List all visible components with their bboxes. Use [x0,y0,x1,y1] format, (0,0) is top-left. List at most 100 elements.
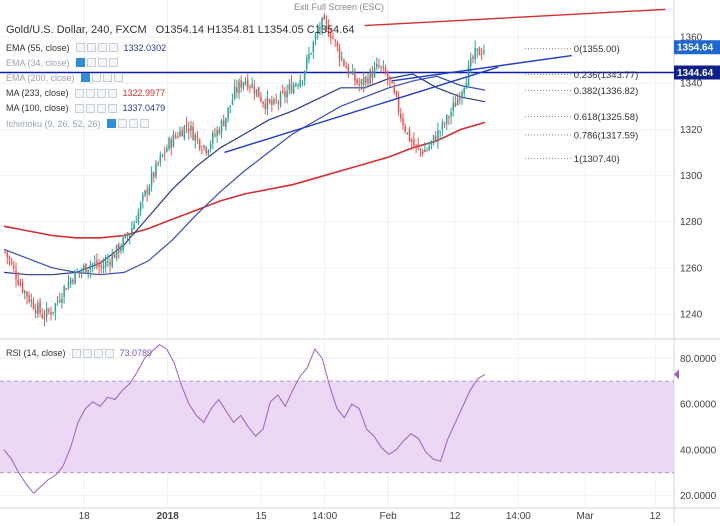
candle-up [295,84,297,86]
close-icon[interactable] [97,58,107,68]
candle-down [26,291,28,297]
candle-down [196,136,199,139]
indicator-legend: EMA (55, close) 1332.0302 EMA (34, close) E… [6,40,166,131]
candle-down [260,97,262,102]
more-icon[interactable] [108,58,118,68]
candle-up [255,89,258,96]
rsi-value-marker [674,369,679,380]
close-icon[interactable] [97,43,107,53]
candle-down [389,76,391,81]
candle-down [338,47,341,60]
candle-up [194,134,197,141]
candle-up [432,135,435,141]
candle-up [216,130,218,136]
y-tick-label: 1360 [680,33,703,44]
more-icon[interactable] [139,119,149,129]
settings-icon[interactable] [117,119,127,129]
rsi-legend-name: RSI (14, close) [6,348,66,358]
more-icon[interactable] [107,103,117,113]
indicator-row[interactable]: EMA (34, close) [6,55,166,70]
candle-down [218,130,221,134]
candle-up [172,134,175,148]
rsi-tick-label: 60.0000 [680,400,717,411]
settings-icon[interactable] [85,88,95,98]
indicator-row[interactable]: MA (233, close) 1322.9977 [6,86,166,101]
candle-down [378,65,380,67]
close-icon[interactable] [96,103,106,113]
symbol-title: Gold/U.S. Dollar, 240, FXCM [6,24,147,36]
close-icon[interactable] [93,348,103,358]
candle-down [443,123,446,125]
settings-icon[interactable] [86,43,96,53]
indicator-buttons[interactable] [106,119,151,129]
more-icon[interactable] [107,88,117,98]
candle-up [231,99,234,105]
visibility-icon[interactable] [71,348,81,358]
y-tick-label: 1340 [680,79,703,90]
indicator-buttons[interactable] [74,103,119,113]
candle-up [441,121,444,130]
candle-down [34,309,37,314]
candle-up [439,131,441,133]
candle-up [135,222,138,224]
visibility-icon[interactable] [106,119,116,129]
settings-icon[interactable] [86,58,96,68]
rsi-legend-buttons[interactable] [71,348,116,358]
candle-up [207,149,210,155]
indicator-row[interactable]: EMA (200, close) [6,70,166,85]
candle-down [43,316,46,319]
candle-up [37,303,39,315]
indicator-row[interactable]: Ichimoku (9, 26, 52, 26) [6,116,166,131]
visibility-icon[interactable] [75,58,85,68]
candle-up [349,72,352,74]
x-tick-label: 15 [256,511,268,522]
indicator-row[interactable]: EMA (55, close) 1332.0302 [6,40,166,55]
candle-up [74,270,76,285]
exit-fullscreen-link[interactable]: Exit Full Screen (ESC) [294,2,385,12]
indicator-row[interactable]: MA (100, close) 1337.0479 [6,101,166,116]
close-icon[interactable] [96,88,106,98]
more-icon[interactable] [113,73,123,83]
candle-up [424,149,426,153]
candle-up [166,148,168,152]
indicator-buttons[interactable] [80,73,125,83]
candle-up [209,144,212,149]
candle-up [244,81,247,85]
candle-up [483,50,485,53]
indicator-buttons[interactable] [74,88,119,98]
candle-up [91,263,94,266]
candle-up [102,266,105,269]
candle-down [85,263,87,273]
candle-up [111,254,113,267]
price-tags: 1354.64 1344.64 [674,40,720,380]
candle-up [56,301,59,303]
close-icon[interactable] [102,73,112,83]
settings-icon[interactable] [82,348,92,358]
visibility-icon[interactable] [75,43,85,53]
candle-up [301,80,304,82]
candle-down [249,86,251,88]
settings-icon[interactable] [85,103,95,113]
more-icon[interactable] [104,348,114,358]
visibility-icon[interactable] [74,103,84,113]
candle-up [474,48,476,59]
candle-down [400,113,402,119]
candlesticks [4,13,485,327]
indicator-buttons[interactable] [75,43,120,53]
indicator-buttons[interactable] [75,58,120,68]
candle-down [170,139,173,148]
more-icon[interactable] [108,43,118,53]
visibility-icon[interactable] [80,73,90,83]
close-icon[interactable] [128,119,138,129]
visibility-icon[interactable] [74,88,84,98]
candle-down [32,300,35,310]
settings-icon[interactable] [91,73,101,83]
candle-down [358,84,361,86]
candle-down [187,128,190,132]
candle-down [343,59,345,66]
candle-down [404,126,406,132]
candle-up [30,299,33,303]
candle-up [89,264,92,271]
candle-down [185,124,188,127]
